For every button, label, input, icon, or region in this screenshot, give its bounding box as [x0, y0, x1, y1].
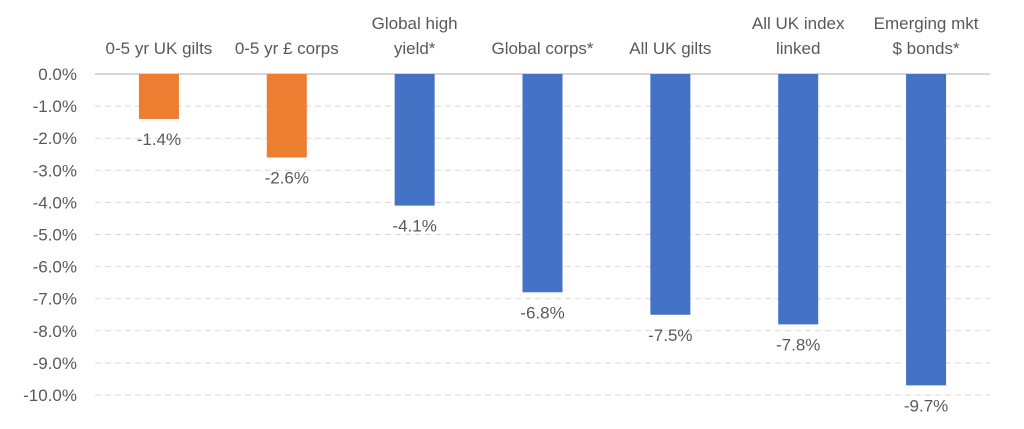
category-label: 0-5 yr UK gilts — [106, 39, 213, 58]
y-tick-label: -9.0% — [33, 354, 77, 373]
gridlines — [95, 105, 990, 396]
y-tick-label: -10.0% — [23, 386, 77, 405]
bar — [394, 74, 435, 206]
bar — [906, 74, 947, 386]
bar — [266, 74, 307, 158]
data-labels: -1.4% -2.6% -4.1% -6.8% -7.5% -7.8% -9.7% — [137, 130, 949, 415]
data-label: -6.8% — [520, 303, 564, 322]
bar — [138, 74, 179, 119]
bars — [138, 74, 947, 386]
y-tick-label: -3.0% — [33, 161, 77, 180]
y-tick-label: 0.0% — [38, 65, 77, 84]
y-tick-label: -8.0% — [33, 322, 77, 341]
data-label: -2.6% — [265, 168, 309, 187]
category-label: All UK gilts — [629, 39, 711, 58]
category-label: All UK index linked — [752, 14, 845, 58]
data-label: -4.1% — [392, 217, 436, 236]
data-label: -1.4% — [137, 130, 181, 149]
y-tick-label: -6.0% — [33, 258, 77, 277]
category-label: Global corps* — [491, 39, 593, 58]
y-tick-label: -5.0% — [33, 226, 77, 245]
category-label: 0-5 yr £ corps — [235, 39, 339, 58]
y-tick-label: -7.0% — [33, 290, 77, 309]
y-tick-label: -2.0% — [33, 129, 77, 148]
bar — [522, 74, 563, 293]
bar — [778, 74, 819, 325]
data-label: -9.7% — [904, 396, 948, 415]
data-label: -7.8% — [776, 335, 820, 354]
bar — [650, 74, 691, 315]
y-tick-label: -1.0% — [33, 97, 77, 116]
category-labels: 0-5 yr UK gilts 0-5 yr £ corps Global high… — [106, 14, 979, 58]
y-tick-label: -4.0% — [33, 193, 77, 212]
data-label: -7.5% — [648, 326, 692, 345]
category-label: Emerging mkt $ bonds* — [874, 14, 979, 58]
y-axis-tick-labels: 0.0% -1.0% -2.0% -3.0% -4.0% -5.0% -6.0% -7.0% -… — [23, 65, 77, 405]
category-label: Global high yield* — [372, 14, 458, 58]
